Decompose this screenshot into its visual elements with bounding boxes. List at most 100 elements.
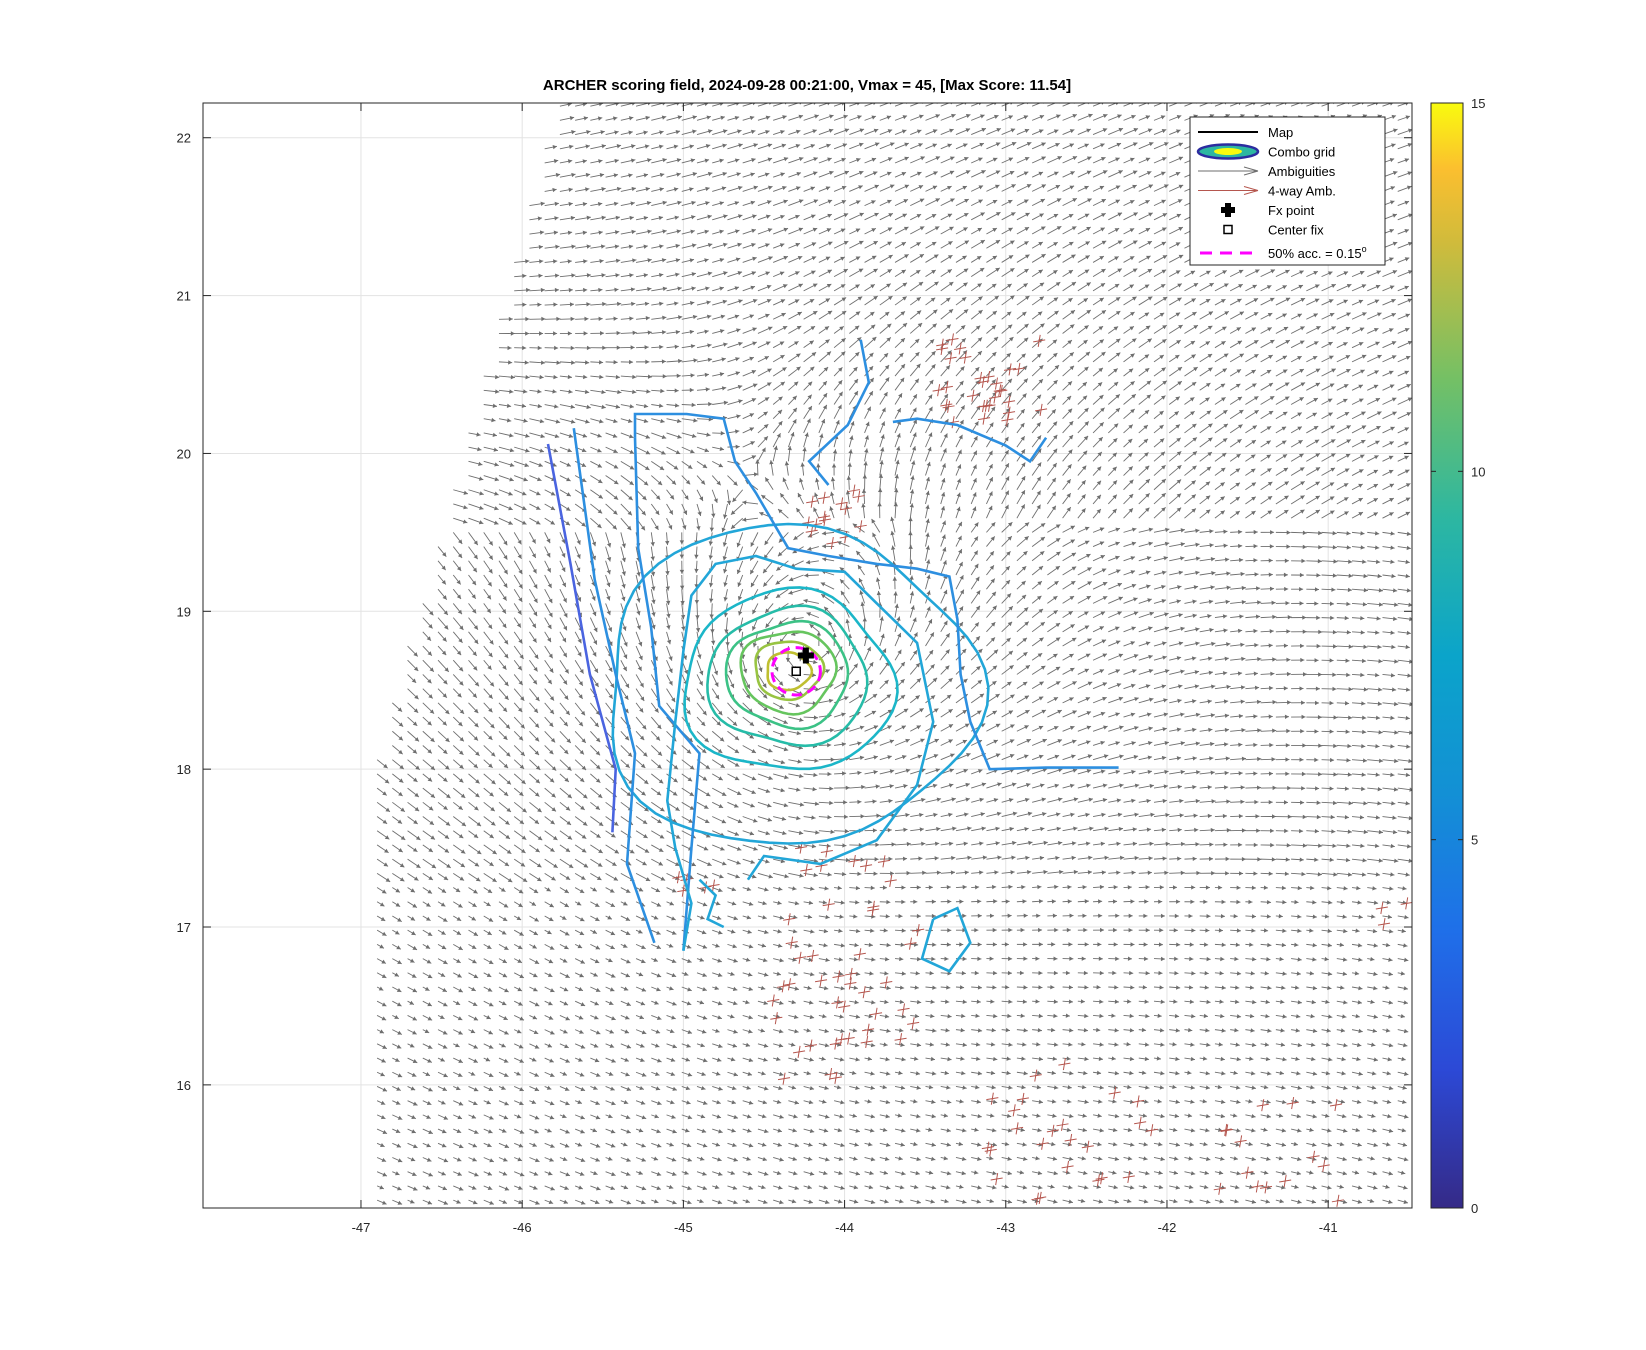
ambiguity-arrowhead: [1068, 1185, 1073, 1190]
ambiguity-arrowhead: [1113, 1185, 1118, 1190]
ambiguity-arrowhead: [823, 1128, 829, 1133]
ambiguity-arrowhead: [1019, 1170, 1025, 1175]
ambiguity-arrowhead: [825, 1157, 830, 1162]
ambiguity-arrowhead: [594, 1200, 600, 1205]
ambiguity-arrowhead: [943, 1113, 949, 1118]
ambiguity-arrowhead: [931, 1099, 936, 1104]
ambiguity-arrowhead: [1205, 1113, 1211, 1119]
ambiguity-arrowhead: [1098, 1099, 1103, 1104]
ambiguity-arrowhead: [623, 1185, 629, 1190]
ambiguity-arrowhead: [1266, 1114, 1271, 1119]
ambiguity-arrowhead: [730, 1170, 735, 1175]
ambiguity-arrowhead: [1143, 1199, 1149, 1204]
ambiguity-arrowhead: [411, 1129, 416, 1134]
ambiguity-arrowhead: [837, 1127, 842, 1133]
ambiguity-arrowhead: [426, 1100, 432, 1105]
ambiguity-arrowhead: [1403, 1114, 1409, 1119]
ambiguity-arrowhead: [822, 1142, 828, 1147]
ambiguity-arrowhead: [916, 1156, 921, 1162]
ambiguity-arrowhead: [1266, 1099, 1271, 1105]
ambiguity-arrowhead: [717, 1157, 722, 1162]
ambiguity-arrowhead: [1370, 1156, 1375, 1161]
ambiguity-arrowhead: [731, 1128, 736, 1133]
ambiguity-arrowhead: [672, 1200, 677, 1205]
ambiguity-arrowhead: [748, 1143, 754, 1148]
ambiguity-arrowhead: [396, 1086, 401, 1091]
ambiguity-arrowhead: [1173, 1199, 1178, 1204]
ambiguity-arrowhead: [426, 1114, 431, 1119]
ambiguity-arrowhead: [885, 1142, 891, 1148]
ambiguity-arrowhead: [1400, 1170, 1406, 1175]
ambiguity-arrowhead: [549, 1101, 555, 1106]
ambiguity-arrowhead: [913, 1141, 918, 1147]
ambiguity-arrowhead: [488, 1087, 493, 1092]
ambiguity-arrowhead: [685, 1085, 691, 1091]
ambiguity-arrowhead: [547, 1128, 552, 1133]
ambiguity-arrowhead: [1035, 1156, 1040, 1161]
ambiguity-arrowhead: [776, 1099, 782, 1104]
ambiguity-arrowhead: [397, 1158, 403, 1163]
ambiguity-arrowhead: [930, 1199, 935, 1204]
ambiguity-arrowhead: [1098, 1156, 1103, 1161]
ambiguity-arrowhead: [686, 1100, 691, 1105]
ambiguity-arrowhead: [426, 1143, 431, 1148]
ambiguity-arrowhead: [854, 1099, 860, 1105]
ambiguity-arrowhead: [1142, 1184, 1148, 1190]
ambiguity-arrowhead: [884, 1199, 889, 1204]
ambiguity-arrowhead: [1066, 1127, 1072, 1133]
ambiguity-arrowhead: [550, 1143, 555, 1148]
ambiguity-arrowhead: [487, 1171, 492, 1176]
ambiguity-arrowhead: [517, 1157, 522, 1162]
ambiguity-arrowhead: [1309, 1127, 1314, 1132]
ambiguity-arrowhead: [822, 1099, 827, 1104]
ambiguity-arrowhead: [380, 1115, 386, 1120]
ambiguity-arrowhead: [989, 1198, 994, 1204]
ambiguity-arrowhead: [1266, 1185, 1272, 1190]
ambiguity-arrowhead: [656, 1129, 661, 1134]
ambiguity-arrowhead: [427, 1200, 433, 1205]
ambiguity-arrowhead: [489, 1158, 494, 1163]
ambiguity-arrowhead: [549, 1115, 555, 1120]
ambiguity-arrowhead: [593, 1171, 598, 1176]
ambiguity-arrowhead: [1339, 1184, 1344, 1189]
ambiguity-arrowhead: [519, 1172, 525, 1177]
ambiguity-arrowhead: [916, 1199, 921, 1204]
ambiguity-arrowhead: [580, 1157, 586, 1163]
ambiguity-arrowhead: [1311, 1199, 1316, 1204]
ambiguity-arrowhead: [487, 1143, 492, 1148]
ambiguity-arrowhead: [550, 1186, 555, 1191]
ambiguity-arrowhead: [778, 1085, 783, 1091]
ambiguity-arrowhead: [718, 1129, 723, 1134]
ambiguity-arrowhead: [1340, 1099, 1345, 1104]
ambiguity-arrowhead: [533, 1185, 538, 1190]
ambiguity-arrowhead: [474, 1172, 479, 1177]
ambiguity-arrowhead: [610, 1086, 615, 1091]
ambiguity-arrowhead: [1068, 1156, 1074, 1162]
ambiguity-arrowhead: [962, 1128, 967, 1133]
ambiguity-arrowhead: [852, 1113, 857, 1118]
ambiguity-arrowhead: [622, 1142, 628, 1147]
ambiguity-arrowhead: [1312, 1185, 1317, 1190]
ambiguity-arrowhead: [1354, 1170, 1360, 1175]
ambiguity-arrowhead: [458, 1101, 464, 1106]
ambiguity-arrowhead: [1263, 1127, 1268, 1132]
ambiguity-arrowhead: [1373, 1142, 1378, 1148]
ambiguity-arrowhead: [379, 1185, 384, 1190]
ambiguity-arrowhead: [456, 1128, 462, 1133]
ambiguity-arrowhead: [1251, 1128, 1256, 1133]
ambiguity-arrowhead: [1187, 1113, 1193, 1118]
ambiguity-arrowhead: [976, 1199, 981, 1204]
ambiguity-arrowhead: [382, 1172, 387, 1177]
ambiguity-arrowhead: [1342, 1128, 1348, 1133]
ambiguity-arrowhead: [472, 1143, 477, 1148]
ambiguity-arrowhead: [608, 1114, 613, 1119]
ambiguity-arrowhead: [885, 1099, 891, 1105]
ambiguity-arrowhead: [472, 1101, 478, 1106]
ambiguity-arrowhead: [777, 1142, 782, 1147]
ambiguity-arrowhead: [686, 1143, 692, 1148]
ambiguity-arrowhead: [792, 1128, 797, 1133]
ambiguity-arrowhead: [717, 1200, 723, 1205]
ambiguity-arrowhead: [1324, 1156, 1329, 1161]
ambiguity-arrowhead: [489, 1200, 494, 1205]
ambiguity-arrowhead: [656, 1171, 662, 1176]
